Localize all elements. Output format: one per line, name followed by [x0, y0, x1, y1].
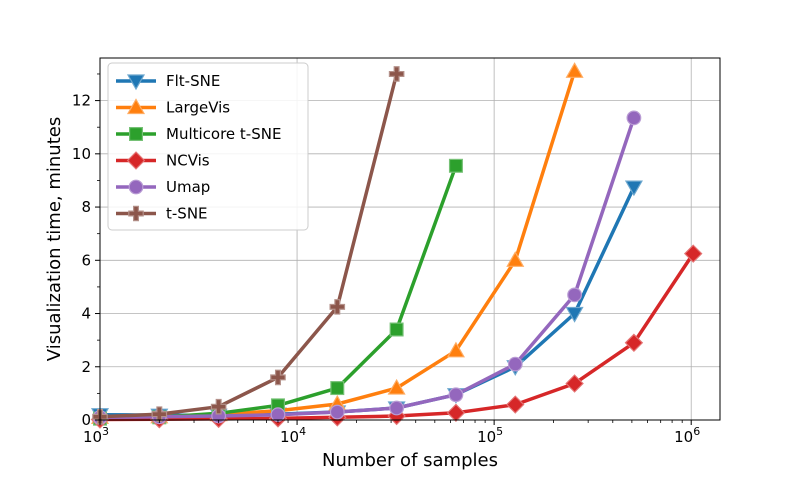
- y-tick-label: 6: [81, 251, 91, 269]
- data-point-flt-sne: [624, 180, 643, 197]
- data-point-flt-sne: [565, 306, 584, 323]
- data-point-multicore-t-sne: [330, 381, 345, 396]
- data-point-multicore-t-sne: [389, 322, 404, 337]
- legend-marker-flt-sne: [126, 74, 146, 91]
- legend-marker-ncvis: [126, 151, 146, 170]
- data-point-t-sne: [388, 66, 405, 82]
- data-point-largevis: [387, 378, 406, 395]
- data-point-umap: [626, 110, 642, 126]
- series-layer: [90, 62, 703, 429]
- legend-marker-multicore-t-sne: [129, 126, 144, 141]
- legend-item-umap: Umap: [116, 178, 210, 196]
- data-point-t-sne: [329, 299, 346, 315]
- data-point-largevis: [565, 62, 584, 78]
- legend-item-flt-sne: Flt-SNE: [116, 72, 220, 91]
- x-tick-label-base: 10: [280, 428, 299, 446]
- series-line-t-sne: [99, 73, 399, 419]
- x-tick-label: 106: [674, 425, 700, 446]
- x-tick-label: 103: [83, 425, 109, 446]
- data-point-umap: [448, 387, 464, 403]
- data-point-ncvis: [624, 333, 644, 353]
- legend-box: [107, 62, 309, 231]
- data-point-ncvis: [506, 395, 525, 414]
- data-point-largevis: [446, 341, 465, 358]
- y-tick-label: 12: [72, 92, 91, 110]
- x-tick-label-exponent: 5: [496, 425, 503, 438]
- x-tick-label: 105: [477, 425, 503, 446]
- x-tick-label-base: 10: [477, 428, 496, 446]
- data-point-umap: [507, 356, 523, 372]
- data-point-largevis: [506, 251, 525, 267]
- data-point-t-sne: [210, 398, 227, 415]
- legend-item-largevis: LargeVis: [116, 98, 230, 117]
- legend-item-multicore-t-sne: Multicore t-SNE: [116, 125, 281, 143]
- data-point-multicore-t-sne: [448, 158, 463, 173]
- y-axis-label: Visualization time, minutes: [44, 117, 65, 361]
- y-tick-label: 2: [81, 358, 91, 376]
- legend-item-t-sne: t-SNE: [116, 205, 208, 223]
- x-tick-label-base: 10: [83, 428, 102, 446]
- legend-marker-umap: [128, 179, 144, 195]
- data-point-ncvis: [446, 403, 466, 423]
- x-tick-label-exponent: 4: [299, 425, 306, 438]
- data-point-ncvis: [565, 374, 584, 393]
- data-point-umap: [329, 404, 345, 420]
- x-tick-label: 104: [280, 425, 306, 446]
- data-point-t-sne: [270, 369, 286, 386]
- data-point-umap: [389, 400, 405, 416]
- legend-marker-largevis: [126, 98, 146, 115]
- y-tick-label: 4: [81, 305, 91, 323]
- x-tick-label-exponent: 6: [693, 425, 700, 438]
- data-point-umap: [567, 287, 582, 303]
- legend-label-multicore-t-sne: Multicore t-SNE: [166, 125, 281, 143]
- x-axis-label: Number of samples: [322, 450, 498, 471]
- legend-label-ncvis: NCVis: [166, 152, 210, 170]
- series-t-sne: [92, 66, 405, 425]
- legend-item-ncvis: NCVis: [116, 151, 210, 170]
- legend-label-t-sne: t-SNE: [166, 205, 208, 223]
- y-tick-label: 0: [81, 411, 91, 429]
- x-tick-label-base: 10: [674, 428, 693, 446]
- data-point-ncvis: [683, 244, 703, 263]
- plot-frame: [99, 57, 721, 421]
- legend: Flt-SNE LargeVis Multicore t-SNE NCVis Umap t…: [107, 62, 309, 231]
- data-point-t-sne: [151, 406, 168, 422]
- series-line-umap: [99, 117, 636, 420]
- legend-label-umap: Umap: [166, 178, 210, 196]
- legend-label-largevis: LargeVis: [166, 99, 230, 117]
- y-tick-label: 10: [72, 145, 91, 163]
- legend-label-flt-sne: Flt-SNE: [166, 72, 220, 90]
- data-point-umap: [270, 407, 286, 423]
- y-tick-label: 8: [81, 198, 91, 216]
- x-tick-label-exponent: 3: [102, 425, 109, 438]
- legend-marker-t-sne: [128, 205, 144, 222]
